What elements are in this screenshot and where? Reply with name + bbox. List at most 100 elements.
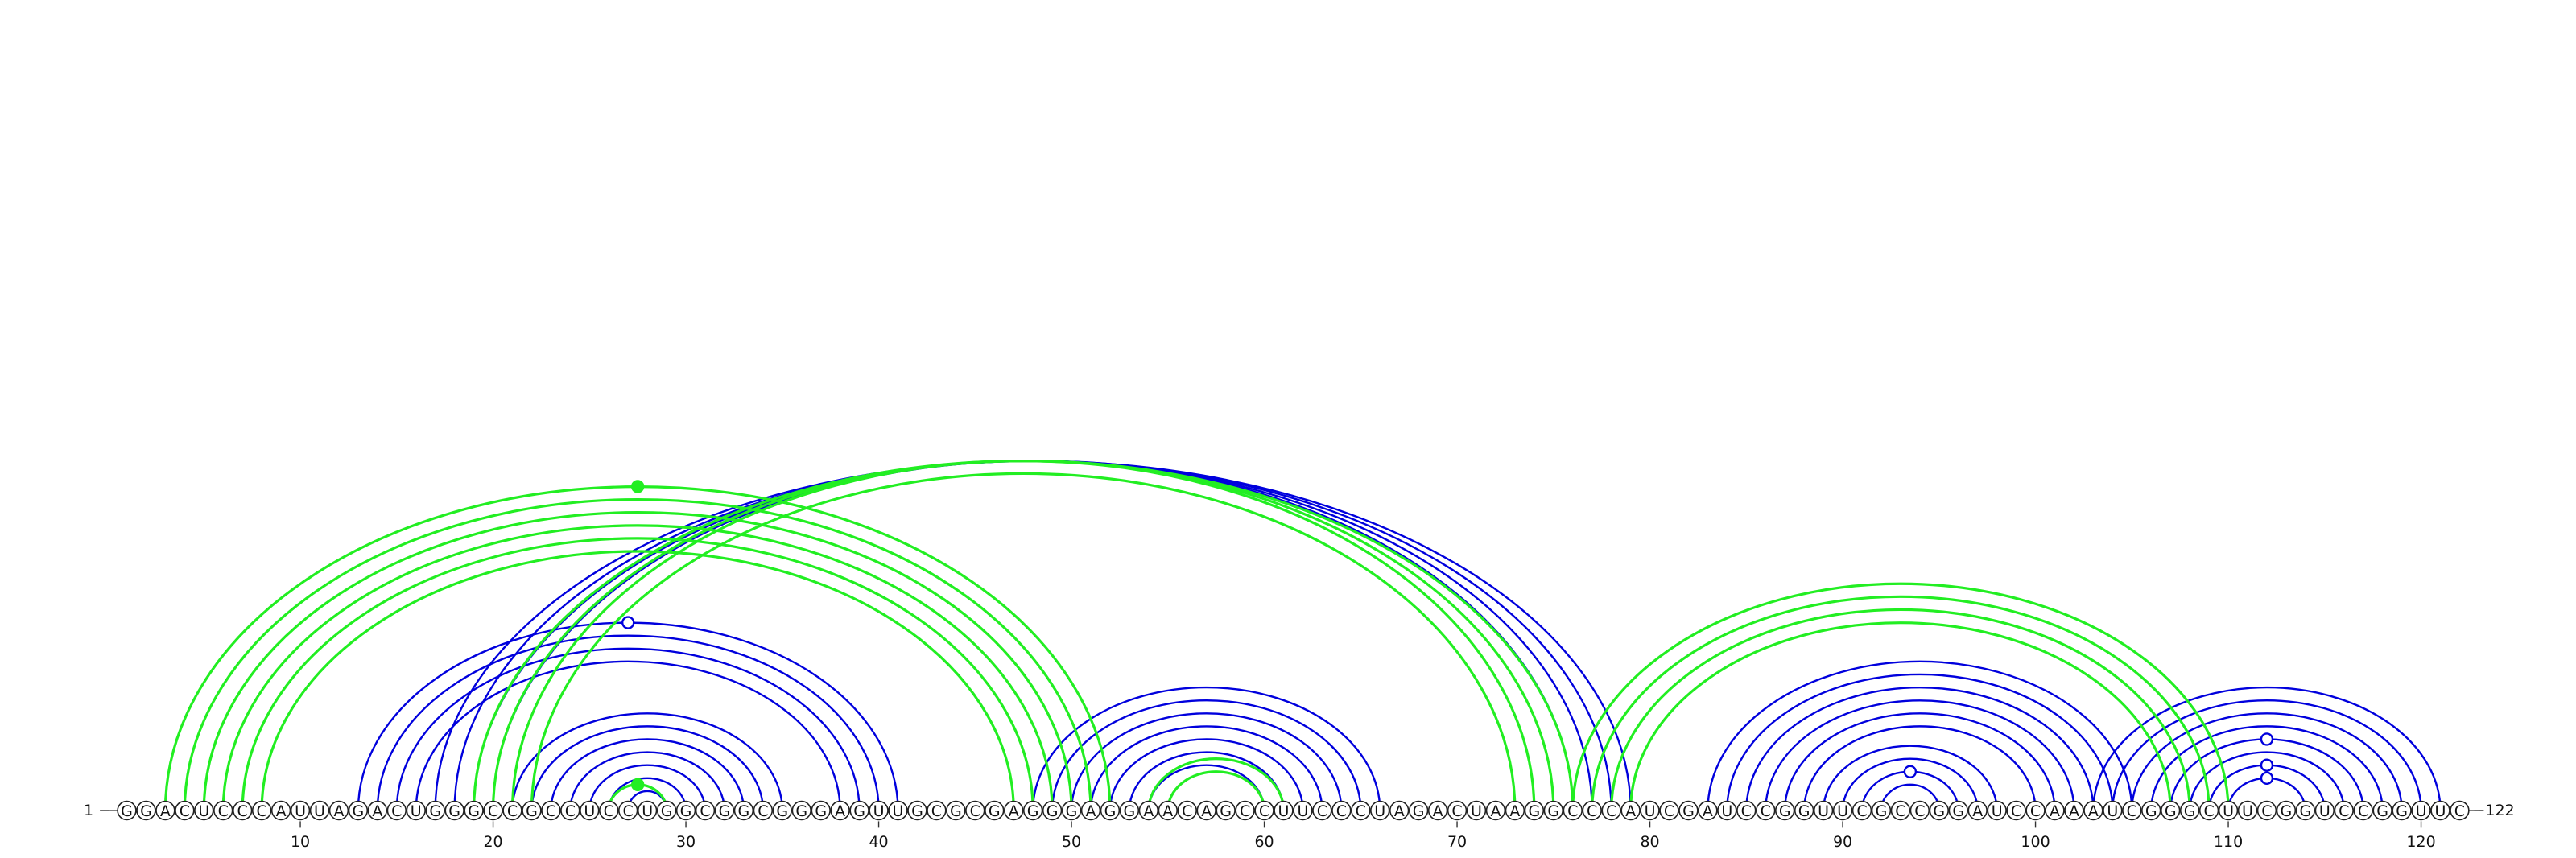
- nucleotide: A: [1080, 800, 1101, 821]
- nucleotide-circle: [1196, 800, 1216, 821]
- nucleotide: G: [1408, 800, 1429, 821]
- nucleotide-letter: G: [448, 802, 460, 820]
- nucleotide: A: [2045, 800, 2065, 821]
- nucleotide-circle: [2450, 800, 2470, 821]
- nucleotide-circle: [1293, 800, 1313, 821]
- arc-green-6-49: [221, 524, 1054, 811]
- arc-blue-15-39: [395, 647, 861, 811]
- nucleotide-circle: [599, 800, 619, 821]
- nucleotide: G: [2161, 800, 2181, 821]
- nucleotide-letter: C: [2203, 802, 2214, 820]
- nucleotide-letter: G: [1876, 802, 1888, 820]
- arc-blue-51-63: [1089, 725, 1323, 811]
- arc-blue-105-119: [2131, 712, 2403, 811]
- nucleotide-letter: C: [1914, 802, 1925, 820]
- nucleotide-letter: G: [738, 802, 750, 820]
- arc-green-4-51: [183, 497, 1092, 811]
- nucleotide: G: [1871, 800, 1892, 821]
- nucleotide: G: [1042, 800, 1063, 821]
- nucleotide-circle: [985, 800, 1005, 821]
- nucleotide: C: [483, 800, 503, 821]
- nucleotide-letter: U: [198, 802, 209, 820]
- nucleotide-letter: G: [1528, 802, 1540, 820]
- nucleotide: A: [1389, 800, 1410, 821]
- nucleotide-circle: [656, 800, 677, 821]
- nucleotide-circle: [1042, 800, 1063, 821]
- nucleotide: C: [1852, 800, 1872, 821]
- nucleotide: C: [617, 800, 638, 821]
- nucleotide: A: [1138, 800, 1159, 821]
- nucleotide-circle: [1100, 800, 1121, 821]
- nucleotide-circle: [1274, 800, 1294, 821]
- tick-label: 40: [869, 833, 888, 851]
- nucleotide-letter: C: [1587, 802, 1597, 820]
- nucleotide-circle: [2161, 800, 2181, 821]
- nucleotide-circle: [1794, 800, 1814, 821]
- arc-green-76-110: [1571, 582, 2230, 811]
- nucleotide-letter: G: [1066, 802, 1078, 820]
- arc-green-54-61: [1147, 757, 1286, 811]
- nucleotide-letter: C: [237, 802, 248, 820]
- nucleotide-circle: [2103, 800, 2123, 821]
- arc-blue-14-40: [376, 634, 880, 811]
- nucleotide-letter: G: [853, 802, 865, 820]
- nucleotide-letter: A: [1086, 802, 1096, 820]
- nucleotide-circle: [1832, 800, 1853, 821]
- nucleotide-letter: C: [507, 802, 518, 820]
- nucleotide-circle: [194, 800, 214, 821]
- nucleotide-letter: U: [1374, 802, 1385, 820]
- nucleotide-circle: [1948, 800, 1968, 821]
- nucleotide-circle: [772, 800, 792, 821]
- nucleotide: G: [714, 800, 735, 821]
- nucleotide-circle: [2295, 800, 2316, 821]
- nucleotide-circle: [1640, 800, 1660, 821]
- nucleotide: A: [270, 800, 291, 821]
- nucleotide: A: [1505, 800, 1525, 821]
- nucleotide: C: [213, 800, 233, 821]
- nucleotide-circle: [965, 800, 985, 821]
- nucleotide-circle: [522, 800, 542, 821]
- nucleotide: U: [2430, 800, 2450, 821]
- nucleotide-letter: G: [1798, 802, 1810, 820]
- nucleotide-letter: C: [1664, 802, 1674, 820]
- nucleotide: U: [290, 800, 311, 821]
- nucleotide: G: [2295, 800, 2316, 821]
- nucleotide-letter: A: [2069, 802, 2079, 820]
- nucleotide-circle: [1331, 800, 1352, 821]
- nucleotide-circle: [2025, 800, 2046, 821]
- nucleotide: G: [1022, 800, 1043, 821]
- nucleotide: A: [155, 800, 175, 821]
- nucleotide: U: [2237, 800, 2258, 821]
- nucleotide-circle: [1852, 800, 1872, 821]
- nucleotide-circle: [155, 800, 175, 821]
- nucleotide-circle: [1177, 800, 1197, 821]
- nucleotide: C: [560, 800, 580, 821]
- nucleotide: C: [1601, 800, 1621, 821]
- nucleotide: G: [946, 800, 966, 821]
- nucleotide-circle: [502, 800, 522, 821]
- nucleotide-circle: [560, 800, 580, 821]
- nucleotide: U: [1466, 800, 1487, 821]
- nucleotide: C: [2353, 800, 2373, 821]
- nucleotide-circle: [233, 800, 253, 821]
- arc-blue-49-65: [1051, 699, 1362, 811]
- nucleotide-letter: A: [1972, 802, 1983, 820]
- nucleotide-circle: [1659, 800, 1679, 821]
- nucleotide-circle: [117, 800, 137, 821]
- nucleotide-letter: U: [2319, 802, 2330, 820]
- nucleotide-letter: G: [2165, 802, 2177, 820]
- nucleotide-letter: G: [719, 802, 731, 820]
- nucleotide: U: [2314, 800, 2335, 821]
- nucleotide: C: [1563, 800, 1583, 821]
- nucleotide-circle: [811, 800, 831, 821]
- nucleotide: G: [675, 800, 696, 821]
- nucleotide-circle: [849, 800, 869, 821]
- nucleotide-letter: U: [2242, 802, 2253, 820]
- tick-label: 70: [1447, 833, 1467, 851]
- nucleotide-letter: U: [1837, 802, 1848, 820]
- nucleotide: U: [1370, 800, 1390, 821]
- nucleotide-letter: G: [1933, 802, 1945, 820]
- nucleotide-letter: G: [1220, 802, 1232, 820]
- nucleotide-letter: U: [1297, 802, 1308, 820]
- arc-marker-blue-91-96: [1903, 765, 1918, 778]
